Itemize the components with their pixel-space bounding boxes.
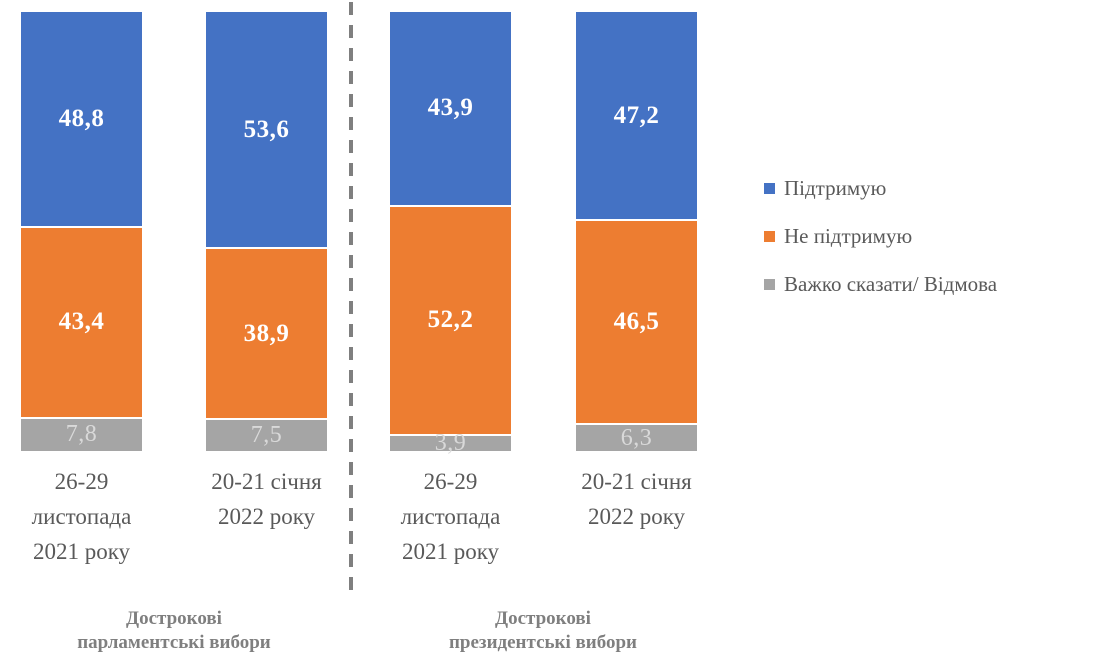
bar-segment: 43,9 (390, 12, 511, 205)
legend-label: Підтримую (784, 176, 887, 200)
bar-segment: 38,9 (206, 247, 327, 419)
group-divider-line (349, 2, 353, 598)
bar-segment: 6,3 (576, 423, 697, 451)
bar-value-label: 52,2 (427, 306, 474, 334)
legend-swatch-icon (764, 231, 775, 242)
category-label-line: листопада (31, 504, 132, 529)
legend: Підтримую Не підтримую Важко сказати/ Відм… (764, 176, 998, 296)
bar-value-label: 43,9 (427, 94, 474, 122)
legend-item: Важко сказати/ Відмова (764, 272, 998, 296)
group-label-line: Дострокові (126, 608, 222, 629)
category-label: 20-21 січня 2022 року (542, 464, 732, 534)
category-label-line: 20-21 січня (211, 469, 322, 494)
category-label: 26-29 листопада 2021 року (356, 464, 546, 569)
legend-label: Не підтримую (784, 224, 913, 248)
bar-value-label: 43,4 (58, 308, 105, 336)
category-label: 20-21 січня 2022 року (172, 464, 362, 534)
bar-segment: 47,2 (576, 12, 697, 220)
category-label-line: 20-21 січня (581, 469, 692, 494)
category-label-line: 26-29 (423, 469, 478, 494)
bar-value-label: 7,5 (250, 422, 283, 449)
category-label-line: 2022 року (217, 504, 316, 529)
category-label-line: 2022 року (587, 504, 686, 529)
category-label-line: 2021 року (32, 539, 131, 564)
legend-swatch-icon (764, 183, 775, 194)
bar-value-label: 48,8 (58, 105, 105, 133)
bar-value-label: 46,5 (613, 308, 660, 336)
legend-label: Важко сказати/ Відмова (784, 272, 998, 296)
bar-segment: 53,6 (206, 12, 327, 248)
bar-segment: 3,9 (390, 430, 511, 456)
bar-value-label: 6,3 (620, 424, 653, 451)
category-label-line: 2021 року (401, 539, 500, 564)
legend-item: Не підтримую (764, 224, 997, 248)
bar-segment: 43,4 (21, 226, 142, 417)
group-label: Дострокові президентські вибори (403, 607, 683, 655)
bar-value-label: 53,6 (243, 115, 290, 143)
group-label-line: Дострокові (495, 608, 591, 629)
group-label-line: президентські вибори (448, 632, 637, 653)
group-label: Дострокові парламентські вибори (34, 607, 314, 655)
category-label: 26-29 листопада 2021 року (0, 464, 177, 569)
category-label-line: листопада (400, 504, 501, 529)
bar-segment: 7,5 (206, 418, 327, 451)
group-label-line: парламентські вибори (77, 632, 271, 653)
bar-segment: 52,2 (390, 204, 511, 434)
bar-value-label: 3,9 (434, 429, 467, 456)
bar-segment: 7,8 (21, 416, 142, 451)
category-label-line: 26-29 (54, 469, 109, 494)
legend-item: Підтримую (764, 176, 997, 200)
legend-swatch-icon (764, 279, 775, 290)
bar-value-label: 38,9 (243, 319, 290, 347)
bar-segment: 48,8 (21, 12, 142, 227)
bar-value-label: 47,2 (613, 101, 660, 129)
bar-segment: 46,5 (576, 219, 697, 424)
bar-value-label: 7,8 (65, 421, 98, 448)
